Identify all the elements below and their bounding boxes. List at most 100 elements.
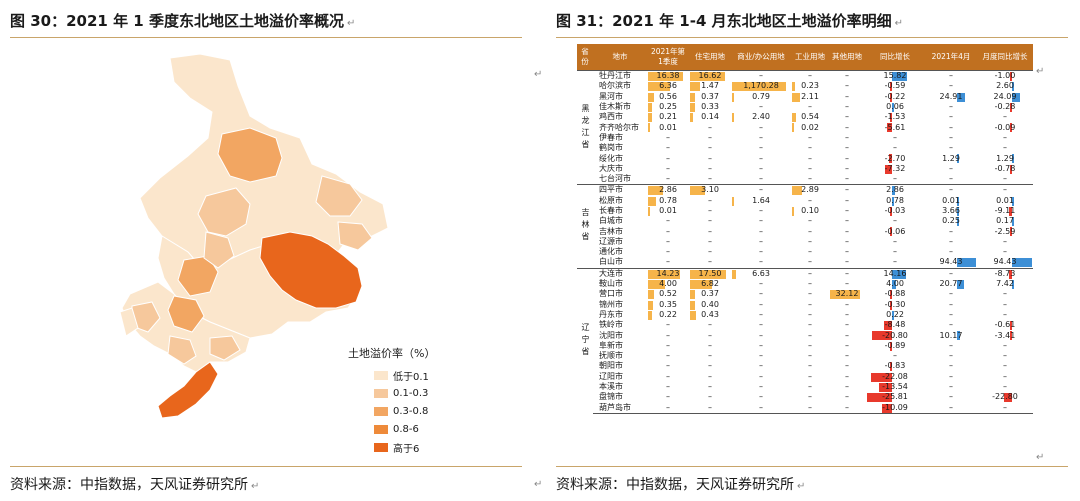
value-cell: – [647, 351, 689, 361]
value-text: – [893, 174, 897, 184]
value-text: – [808, 382, 812, 392]
value-text: – [845, 102, 849, 112]
value-cell: – [731, 330, 791, 340]
value-text: – [1003, 402, 1007, 412]
value-text: 4.00 [886, 279, 904, 289]
value-text: – [949, 122, 953, 132]
value-cell: 0.33 [689, 102, 731, 112]
value-cell: – [865, 237, 925, 247]
value-text: -0.30 [884, 299, 906, 309]
value-bar [1003, 393, 1012, 403]
value-cell: – [791, 102, 829, 112]
value-text: 0.37 [701, 289, 719, 299]
value-bar [1009, 321, 1012, 331]
value-cell: – [925, 402, 977, 414]
value-bar [792, 92, 801, 102]
city-cell: 佳木斯市 [599, 102, 631, 112]
value-text: – [845, 81, 849, 91]
value-bar [648, 123, 650, 133]
value-text: – [893, 257, 897, 267]
value-cell: – [731, 382, 791, 392]
value-text: – [759, 402, 763, 412]
value-cell: – [791, 330, 829, 340]
value-cell: 0.02 [791, 122, 829, 133]
value-bar [890, 206, 892, 216]
value-bar [690, 186, 706, 196]
value-cell: – [829, 122, 865, 132]
value-cell: 94.43 [977, 257, 1033, 268]
value-cell: 6.63 [731, 267, 791, 279]
value-cell: – [791, 382, 829, 392]
value-cell: – [731, 361, 791, 371]
table-row: 盘锦市 – – – – – -25.81 – -22.80 [577, 392, 1033, 403]
value-cell: 0.01 [647, 122, 689, 133]
value-bar [1008, 206, 1012, 216]
value-bar [890, 290, 892, 300]
value-text: 6.36 [659, 81, 677, 91]
value-cell: – [829, 330, 865, 340]
value-text: – [808, 71, 812, 81]
value-cell: – [977, 310, 1033, 320]
value-cell: – [925, 351, 977, 361]
value-cell: 0.14 [689, 112, 731, 123]
value-text: – [708, 226, 712, 236]
value-bar [648, 206, 650, 216]
value-cell: 7.42 [977, 279, 1033, 289]
value-text: – [1003, 289, 1007, 299]
value-bar [1011, 154, 1014, 164]
value-cell: – [689, 143, 731, 153]
value-text: 2.60 [996, 81, 1014, 91]
value-cell: – [925, 164, 977, 174]
value-text: -0.61 [994, 320, 1016, 330]
value-cell: – [791, 237, 829, 247]
value-cell: – [647, 216, 689, 226]
value-bar [648, 72, 683, 81]
value-cell: -2.70 [865, 153, 925, 164]
value-cell: 0.01 [647, 206, 689, 216]
value-text: – [708, 371, 712, 381]
value-text: – [666, 402, 670, 412]
value-text: – [845, 382, 849, 392]
value-cell: 6.82 [689, 279, 731, 289]
value-cell: – [791, 320, 829, 330]
right-figure-title: 图 31：2021 年 1-4 月东北地区土地溢价率明细 ↵ [556, 12, 904, 30]
value-text: 6.63 [752, 268, 770, 278]
value-text: – [759, 122, 763, 132]
value-cell: – [731, 320, 791, 330]
legend-title: 土地溢价率（%） [348, 347, 436, 360]
value-text: – [759, 289, 763, 299]
value-cell: – [829, 392, 865, 402]
value-bar [957, 258, 976, 268]
value-bar [690, 279, 713, 289]
value-bar [957, 217, 960, 227]
value-cell: – [791, 247, 829, 257]
value-text: -7.32 [884, 163, 906, 173]
value-cell: 1.29 [977, 153, 1033, 164]
value-text: 0.78 [659, 195, 677, 205]
value-text: – [845, 402, 849, 412]
value-cell: – [977, 372, 1033, 382]
value-bar [732, 113, 735, 123]
value-cell: – [829, 247, 865, 257]
value-bar [870, 372, 892, 382]
value-cell: 0.22 [647, 310, 689, 320]
value-cell: – [689, 122, 731, 132]
value-cell: – [689, 196, 731, 206]
table-row: 白山市 – – – – – – 94.43 94.43 [577, 257, 1033, 268]
value-bar [732, 196, 735, 206]
value-text: -0.09 [994, 122, 1016, 132]
value-cell: 15.82 [865, 70, 925, 82]
value-cell: – [829, 143, 865, 153]
paragraph-mark-icon: ↵ [251, 481, 260, 492]
value-cell: – [829, 81, 865, 91]
value-text: – [666, 132, 670, 142]
value-text: – [949, 371, 953, 381]
value-cell: – [647, 237, 689, 247]
value-cell: 0.22 [865, 310, 925, 320]
value-cell: – [791, 372, 829, 382]
value-text: – [949, 112, 953, 122]
value-text: – [666, 236, 670, 246]
value-cell: – [731, 247, 791, 257]
value-cell: – [689, 257, 731, 268]
anshan-region [167, 295, 205, 333]
